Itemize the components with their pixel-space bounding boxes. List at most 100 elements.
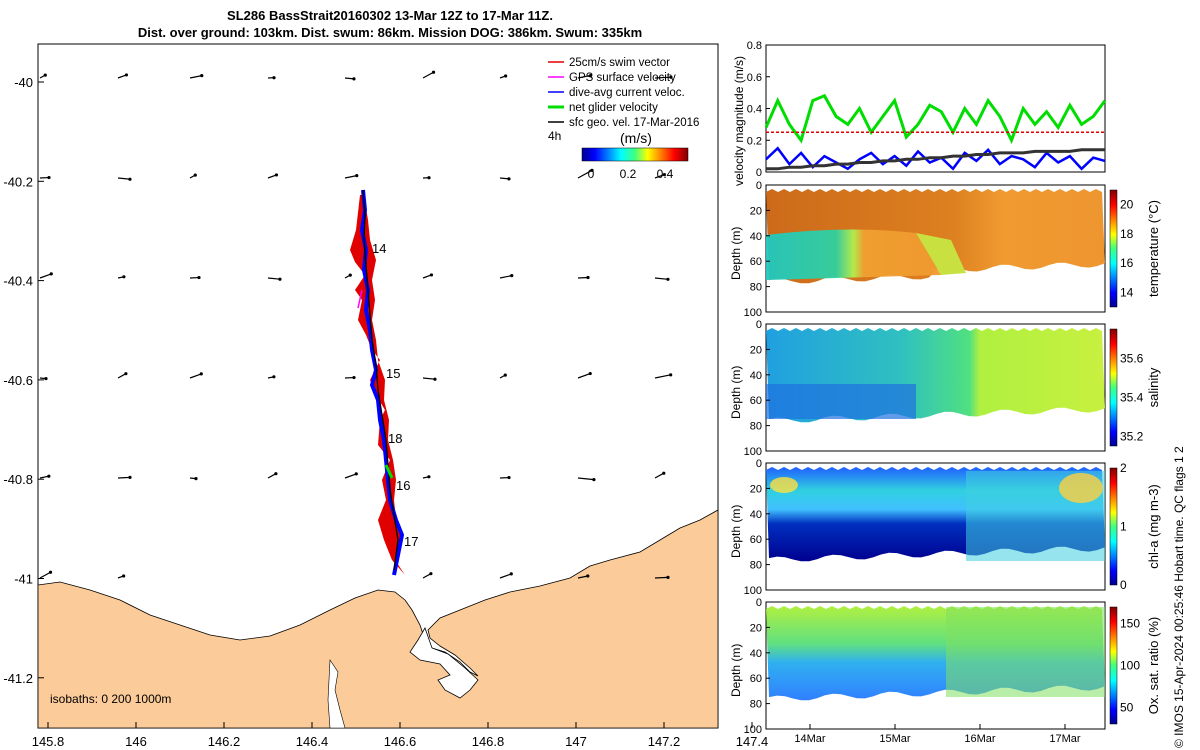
geo-velocity-arrow-head [431,70,436,74]
depth-tick-label: 80 [750,421,762,433]
geo-velocity-arrow-head [47,474,51,478]
colorbar-tick-label: 50 [1120,700,1134,714]
colorbar-tick-label: 35.4 [1120,390,1144,404]
depth-tick-label: 0 [756,180,762,192]
geo-velocity-arrow-head [128,177,132,181]
velocity-series-line [766,148,1105,171]
geo-velocity-arrow-head [128,475,132,480]
geo-velocity-arrow-head [662,471,666,475]
profile-colorbar [1109,467,1118,586]
profile-colorbar [1109,189,1118,308]
geo-velocity-arrow-head [200,74,204,78]
geo-velocity-arrow-head [427,475,431,479]
depth-tick-label: 100 [744,307,762,319]
geo-velocity-arrow-head [503,373,507,377]
colorbar-tick-label: 0 [1120,578,1127,592]
tamar-estuary [409,627,479,699]
profile-colorbar [1109,606,1118,725]
legend-label: net glider velocity [569,102,658,114]
depth-tick-label: 0 [756,319,762,331]
geo-velocity-arrow-head [427,176,431,180]
velocity-panel: 0 0.2 0.4 0.6 0.8 velocity magnitude (m/s) [732,40,1107,186]
geo-velocity-arrow [189,75,202,79]
map-x-tick-label: 146.2 [208,734,241,749]
geo-velocity-arrow-head [47,175,51,180]
geo-velocity-arrow-head [194,476,198,481]
geo-velocity-arrow [577,477,594,481]
map-y-tick-label: -40 [14,75,33,90]
colorbar-tick-label: 35.6 [1120,351,1144,365]
velocity-y-tick-label: 0.8 [747,40,762,52]
depth-tick-label: 20 [750,205,762,217]
map-y-tick-label: -40.2 [3,174,33,189]
geo-velocity-arrow-head [49,272,53,276]
map-colorbar-tick-label: 0.4 [657,167,674,181]
legend-note: 4h [548,129,561,143]
geo-velocity-arrow-head [588,371,592,376]
gps-surface-velocity-vector [357,289,363,309]
map-y-tick-label: -40.4 [3,274,33,289]
map-y-tick-label: -40.6 [3,373,33,388]
velocity-y-tick-label: 0.2 [747,135,762,147]
depth-tick-label: 60 [750,534,762,546]
time-tick-label: 14Mar [794,733,826,745]
chl-surface-patch [770,477,798,493]
front-transition [916,233,966,275]
depth-tick-label: 80 [750,699,762,711]
colorbar-tick-label: 100 [1120,659,1140,673]
geo-velocity-arrow-head [666,575,670,579]
legend-label: 25cm/s swim vector [569,57,670,69]
time-axis-ticks: 14Mar 15Mar 16Mar 17Mar [794,724,1081,745]
geo-velocity-arrow-head [507,475,511,480]
isobaths-label: isobaths: 0 200 1000m [50,692,171,706]
profile-panel: 0 20 40 60 80 100 Depth (m) 35.2 35.4 35.6salinit… [729,319,1161,458]
colorbar-label: salinity [1146,367,1161,407]
depth-tick-label: 80 [750,282,762,294]
map-x-tick-label: 145.8 [32,734,65,749]
imos-credit: © IMOS 15-Apr-2024 00:25:46 Hobart time.… [1172,446,1186,748]
geo-velocity-arrow-head [44,376,48,381]
geo-velocity-arrow-head [197,275,201,280]
map-colorbar-ticks: 0 0.2 0.4 [588,167,674,181]
velocity-ylabel: velocity magnitude (m/s) [732,56,746,186]
geo-velocity-arrow-head [669,75,673,79]
depth-tick-label: 40 [750,231,762,243]
depth-axis-label: Depth (m) [729,505,743,558]
fresher-bottom-water [766,384,916,419]
velocity-series-line [764,93,1107,145]
legend-label: dive-avg current veloc. [569,87,685,99]
profile-colorbar [1109,328,1118,447]
geo-velocity-arrow-head [122,574,126,578]
colorbar-tick-label: 18 [1120,227,1134,241]
geo-velocity-arrow-head [510,274,514,278]
day-label: 18 [388,431,402,446]
colorbar-tick-label: 150 [1120,617,1140,631]
velocity-y-tick-label: 0 [756,167,762,179]
geo-velocity-arrow [654,76,672,79]
depth-tick-label: 20 [750,483,762,495]
map-x-tick-label: 146.4 [296,734,329,749]
geo-velocity-arrow [499,275,512,279]
inlet [327,659,346,728]
geo-velocity-arrow-head [199,372,203,376]
geo-velocity-arrow-head [354,472,358,476]
geo-velocity-arrow-head [509,572,513,576]
colorbar-tick-label: 35.2 [1120,429,1144,443]
geo-velocity-arrow-head [429,273,434,277]
depth-tick-label: 40 [750,509,762,521]
net-glider-velocity-vector [384,464,394,479]
depth-tick-label: 60 [750,673,762,685]
map-x-tick-label: 146.6 [384,734,417,749]
depth-axis-label: Depth (m) [729,227,743,280]
geostrophic-velocity-arrows [39,70,673,579]
depth-tick-label: 60 [750,395,762,407]
chl-max-patch [1059,473,1103,503]
geo-velocity-arrow-head [124,73,129,77]
geo-velocity-arrow-head [669,373,673,377]
colorbar-tick-label: 1 [1120,520,1127,534]
colorbar-label: temperature (°C) [1146,200,1161,297]
figure-title-line-2: Dist. over ground: 103km. Dist. swum: 86… [137,25,643,40]
geo-velocity-arrow [499,573,512,579]
depth-tick-label: 60 [750,256,762,268]
profile-panel: 0 20 40 60 80 100 Depth (m) 0 1 2 chl-a (mg m-3) [729,458,1161,597]
